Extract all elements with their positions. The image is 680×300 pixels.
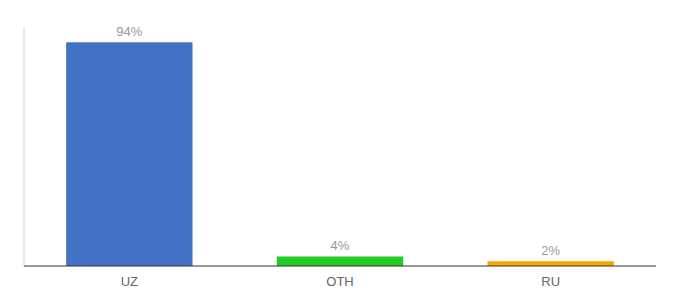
chart: UZ OTH RU 94% 4% 2% [0, 0, 680, 300]
bar [487, 261, 613, 266]
x-tick-label: UZ [121, 274, 138, 289]
data-label: 4% [331, 238, 350, 253]
bar [66, 42, 192, 266]
x-tick-label: RU [541, 274, 560, 289]
bars [66, 42, 614, 266]
bar [277, 256, 403, 266]
data-label: 2% [541, 243, 560, 258]
chart-container: UZ OTH RU 94% 4% 2% [0, 0, 680, 300]
x-tick-label: OTH [326, 274, 353, 289]
data-label: 94% [116, 24, 142, 39]
y-axis-line [24, 28, 25, 266]
x-axis-line [24, 266, 656, 267]
